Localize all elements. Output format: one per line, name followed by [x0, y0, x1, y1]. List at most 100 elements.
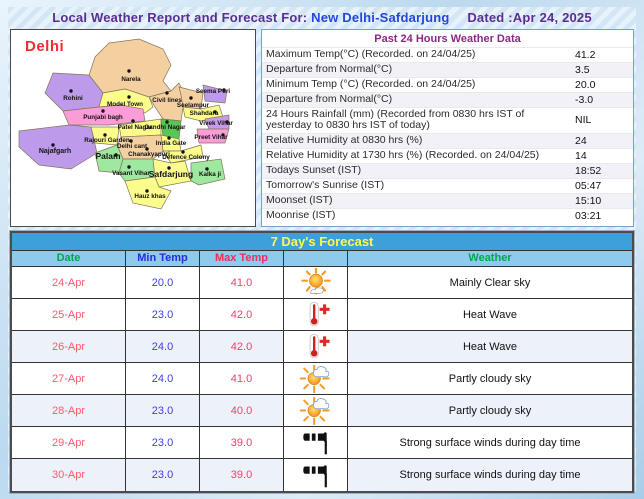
map-label: Kalka ji: [199, 171, 221, 178]
map-label: Vivek Vihar: [199, 120, 233, 127]
delhi-map-panel: Delhi: [10, 29, 256, 227]
row-label: Tomorrow's Sunrise (IST): [266, 178, 385, 191]
column-header-max-temp: Max Temp: [200, 251, 284, 266]
column-header-min-temp: Min Temp: [126, 251, 200, 266]
thermometer-plus-icon: [295, 332, 336, 361]
map-region-defence-colony[interactable]: [162, 144, 204, 164]
forecast-row: 28-Apr 23.0 40.0 Partly cloudy sky: [12, 395, 632, 427]
table-row: Tomorrow's Sunrise (IST) 05:47: [262, 177, 633, 193]
row-label: Minimum Temp (°C) (Recorded. on 24/04/25…: [266, 78, 476, 91]
forecast-min-temp: 20.0: [126, 267, 200, 298]
forecast-min-temp: 23.0: [126, 459, 200, 491]
forecast-max-temp: 39.0: [200, 427, 284, 458]
map-label: Najafgarh: [39, 148, 71, 155]
forecast-date: 27-Apr: [12, 363, 126, 394]
row-label: Departure from Normal(°C): [266, 63, 393, 76]
row-value: 41.2: [575, 49, 596, 61]
map-label: Chanakyapuri: [128, 151, 170, 158]
table-row: Relative Humidity at 0830 hrs (%) 24: [262, 132, 633, 148]
map-label: India Gate: [156, 140, 187, 147]
forecast-table: 7 Day's Forecast Date Min Temp Max Temp …: [9, 230, 635, 494]
thermometer-plus-icon: [295, 300, 336, 329]
table-row: Maximum Temp(°C) (Recorded. on 24/04/25)…: [262, 47, 633, 62]
table-row: Minimum Temp (°C) (Recorded. on 24/04/25…: [262, 77, 633, 92]
row-value: NIL: [575, 114, 592, 127]
row-label: Relative Humidity at 0830 hrs (%): [266, 133, 423, 146]
forecast-weather-text: Heat Wave: [462, 308, 517, 321]
sun-behind-cloud-icon: [295, 396, 336, 425]
row-value: 15:10: [575, 194, 602, 207]
map-region-najafgarh[interactable]: [18, 124, 98, 170]
row-value: 03:21: [575, 209, 602, 222]
row-label: Relative Humidity at 1730 hrs (%) (Recor…: [266, 148, 540, 161]
table-row: Moonrise (IST) 03:21: [262, 207, 633, 223]
forecast-date: 28-Apr: [12, 395, 126, 426]
windsock-icon: [295, 460, 336, 490]
forecast-min-temp: 23.0: [126, 395, 200, 426]
forecast-weather-text: Partly cloudy sky: [448, 404, 532, 417]
row-value: -3.0: [575, 94, 594, 106]
forecast-min-temp: 23.0: [126, 427, 200, 458]
map-label: Narela: [121, 76, 141, 83]
map-label: Defence Colony: [162, 154, 210, 161]
forecast-max-temp: 40.0: [200, 395, 284, 426]
forecast-max-temp: 42.0: [200, 299, 284, 330]
forecast-header-row: Date Min Temp Max Temp Weather: [12, 251, 632, 267]
row-label: Maximum Temp(°C) (Recorded. on 24/04/25): [266, 48, 476, 61]
map-label: Rajouri Garden: [84, 137, 130, 144]
row-label: Moonset (IST): [266, 193, 333, 206]
forecast-weather-text: Heat Wave: [462, 340, 517, 353]
sun-small-cloud-icon: [295, 268, 336, 297]
windsock-icon: [295, 428, 336, 457]
row-value: 14: [575, 149, 587, 162]
map-region-seema-puri[interactable]: [202, 84, 228, 104]
page-background: Local Weather Report and Forecast For: N…: [8, 7, 636, 494]
table-row: Todays Sunset (IST) 18:52: [262, 162, 633, 178]
page-title: Local Weather Report and Forecast For: N…: [8, 7, 636, 29]
map-label: Civil lines: [152, 97, 182, 104]
map-label: Vasant Vihar: [112, 170, 150, 177]
map-region-narela[interactable]: [88, 38, 172, 98]
past-24h-panel: Past 24 Hours Weather Data Maximum Temp(…: [261, 29, 634, 227]
row-label: Moonrise (IST): [266, 208, 336, 221]
map-label: Preet Vihar: [194, 134, 228, 141]
forecast-title: 7 Day's Forecast: [12, 233, 632, 251]
forecast-weather-text: Mainly Clear sky: [449, 276, 531, 289]
forecast-date: 24-Apr: [12, 267, 126, 298]
station-name: New Delhi-Safdarjung: [311, 10, 450, 25]
map-label: Palam: [95, 151, 120, 161]
table-row: 24 Hours Rainfall (mm) (Recorded from 08…: [262, 107, 633, 133]
forecast-row: 24-Apr 20.0 41.0 Mainly Clear sky: [12, 267, 632, 299]
forecast-row: 30-Apr 23.0 39.0 Strong surface winds du…: [12, 459, 632, 491]
map-region-punjabi-bagh[interactable]: [62, 104, 146, 126]
row-value: 24: [575, 134, 587, 147]
forecast-min-temp: 23.0: [126, 299, 200, 330]
row-value: 3.5: [575, 64, 590, 76]
delhi-map: Narela Rohini Civil lines Model Town See…: [18, 38, 233, 210]
forecast-date: 30-Apr: [12, 459, 126, 491]
column-header-icon-spacer: [284, 251, 348, 266]
dated-label: Dated :Apr 24, 2025: [467, 10, 592, 25]
map-label: Patel Nagar: [118, 124, 153, 131]
forecast-max-temp: 39.0: [200, 459, 284, 491]
forecast-row: 29-Apr 23.0 39.0 Strong surface winds du…: [12, 427, 632, 459]
forecast-max-temp: 41.0: [200, 267, 284, 298]
map-place-dots: [51, 69, 229, 193]
map-label: Model Town: [107, 101, 143, 108]
map-label: Gandhi Nagar: [144, 124, 186, 131]
forecast-weather-text: Strong surface winds during day time: [399, 469, 581, 481]
map-label: Punjabi bagh: [83, 114, 123, 121]
map-label: Delhi cant: [117, 143, 148, 150]
sun-behind-cloud-icon: [295, 364, 336, 393]
row-label: 24 Hours Rainfall (mm) (Recorded from 08…: [266, 108, 525, 132]
forecast-date: 29-Apr: [12, 427, 126, 458]
map-region-preet-vihar[interactable]: [196, 128, 230, 144]
forecast-max-temp: 42.0: [200, 331, 284, 362]
forecast-min-temp: 24.0: [126, 331, 200, 362]
row-value: 18:52: [575, 164, 602, 177]
table-row: Departure from Normal(°C) 3.5: [262, 62, 633, 77]
forecast-row: 27-Apr 24.0 41.0 Partly cloudy sky: [12, 363, 632, 395]
map-region-hauz-khas[interactable]: [124, 176, 172, 210]
map-region-kalka-ji[interactable]: [190, 158, 226, 186]
